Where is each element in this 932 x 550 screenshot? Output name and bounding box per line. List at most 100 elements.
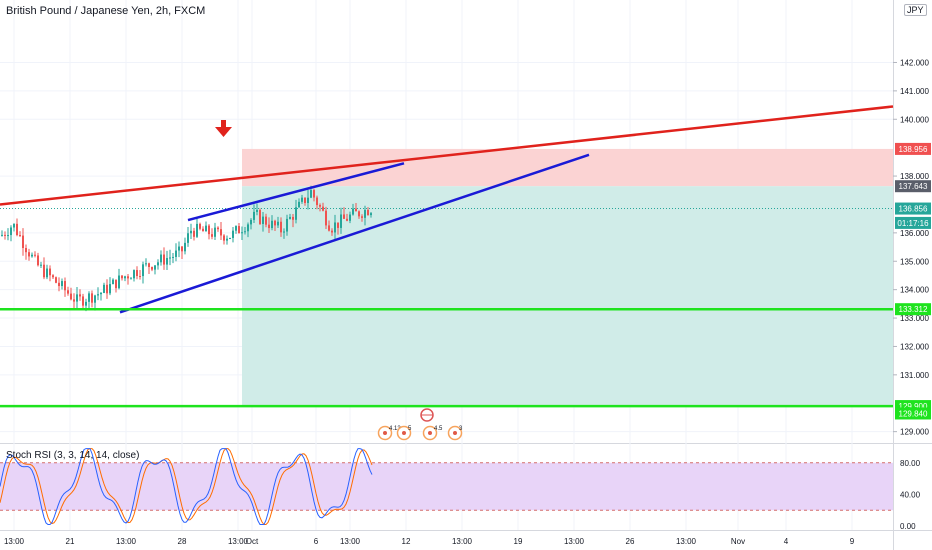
candle-body bbox=[307, 197, 309, 203]
price-tick-label: 136.000 bbox=[900, 229, 929, 238]
candle-body bbox=[268, 224, 270, 229]
candle-body bbox=[256, 210, 258, 212]
candle-body bbox=[346, 218, 348, 221]
drawings[interactable] bbox=[0, 105, 894, 408]
candle-body bbox=[241, 232, 243, 234]
candle-body bbox=[367, 209, 369, 216]
stoch-band bbox=[0, 462, 893, 511]
candle-body bbox=[259, 210, 261, 224]
candle-body bbox=[130, 278, 132, 280]
price-badge bbox=[895, 180, 931, 193]
time-tick-label: 19 bbox=[514, 537, 523, 546]
candle-body bbox=[40, 264, 42, 266]
candle-body bbox=[352, 208, 354, 215]
candle-body bbox=[364, 209, 366, 218]
candle-body bbox=[25, 248, 27, 253]
candle-body bbox=[289, 216, 291, 219]
candle-body bbox=[79, 294, 81, 297]
candle-body bbox=[277, 221, 279, 226]
time-tick-label: 6 bbox=[314, 537, 319, 546]
price-badge-label: 133.312 bbox=[899, 305, 928, 314]
candle-body bbox=[244, 231, 246, 233]
price-badge bbox=[895, 303, 931, 316]
candle-body bbox=[28, 252, 30, 257]
price-tick-label: 135.000 bbox=[900, 257, 929, 266]
candle-body bbox=[154, 265, 156, 270]
candle-body bbox=[355, 208, 357, 212]
price-tick-label: 138.000 bbox=[900, 172, 929, 181]
time-tick-label: 13:00 bbox=[340, 537, 361, 546]
time-tick-label: 21 bbox=[66, 537, 75, 546]
price-tick-label: 133.000 bbox=[900, 314, 929, 323]
candle-body bbox=[286, 218, 288, 232]
event-marker-dot bbox=[428, 431, 432, 435]
stop-loss-zone bbox=[242, 148, 893, 187]
candle-body bbox=[10, 227, 12, 236]
candle-body bbox=[70, 293, 72, 300]
price-tick-label: 134.000 bbox=[900, 286, 929, 295]
candle-body bbox=[295, 207, 297, 220]
candle-body bbox=[262, 216, 264, 224]
price-tick-label: 140.000 bbox=[900, 115, 929, 124]
candle-body bbox=[211, 234, 213, 237]
candle-body bbox=[169, 257, 171, 259]
event-markers[interactable]: 4.13 5 4.5 3 bbox=[377, 408, 464, 441]
candle-body bbox=[22, 235, 24, 249]
candle-body bbox=[121, 275, 123, 279]
symbol-title: British Pound / Japanese Yen, 2h, FXCM bbox=[6, 5, 206, 17]
price-badge-label: 129.900 bbox=[899, 402, 928, 411]
price-axis[interactable]: 142.000 141.000 140.000 138.000 136.000 135.0… bbox=[893, 58, 931, 531]
arrow-head bbox=[215, 127, 232, 137]
candle-body bbox=[1, 234, 3, 236]
candle-body bbox=[148, 263, 150, 268]
time-tick-label: 28 bbox=[178, 537, 187, 546]
candle-body bbox=[94, 295, 96, 303]
candle-body bbox=[214, 227, 216, 237]
candle-body bbox=[235, 226, 237, 231]
candle-body bbox=[202, 228, 204, 232]
time-tick-label: 13:00 bbox=[116, 537, 137, 546]
price-badge-label: 137.643 bbox=[899, 182, 928, 191]
price-badge bbox=[895, 142, 931, 155]
candle-body bbox=[253, 211, 255, 220]
candle-body bbox=[85, 301, 87, 306]
candle-body bbox=[247, 224, 249, 232]
candle-body bbox=[328, 225, 330, 231]
candle-body bbox=[229, 237, 231, 239]
candle-body bbox=[193, 230, 195, 237]
price-badge-label: 138.956 bbox=[899, 145, 928, 154]
currency-badge[interactable]: JPY bbox=[904, 4, 927, 16]
candle-body bbox=[61, 281, 63, 287]
candle-body bbox=[13, 223, 15, 228]
candle-body bbox=[340, 214, 342, 228]
stoch-tick-label: 80.00 bbox=[900, 459, 921, 468]
candle-body bbox=[127, 276, 129, 279]
candle-body bbox=[283, 231, 285, 233]
candle-body bbox=[115, 279, 117, 289]
price-badge bbox=[895, 202, 931, 215]
candle-body bbox=[37, 255, 39, 266]
candle-body bbox=[298, 201, 300, 208]
candle-body bbox=[334, 222, 336, 233]
candle-body bbox=[205, 225, 207, 232]
candle-body bbox=[220, 229, 222, 236]
candle-body bbox=[232, 230, 234, 238]
candle-body bbox=[184, 242, 186, 252]
time-tick-label: 9 bbox=[850, 537, 855, 546]
stoch-k-line bbox=[0, 448, 373, 525]
candle-body bbox=[238, 226, 240, 234]
stoch-d-line bbox=[0, 448, 373, 525]
price-tick-label: 142.000 bbox=[900, 58, 929, 67]
price-badge-label: 01:17:16 bbox=[897, 219, 929, 228]
candle-body bbox=[316, 197, 318, 206]
candle-body bbox=[52, 275, 54, 278]
price-badge-label: 136.856 bbox=[899, 205, 928, 214]
event-marker-dot bbox=[383, 431, 387, 435]
candle-body bbox=[187, 233, 189, 243]
candle-body bbox=[160, 254, 162, 263]
event-marker-dot bbox=[402, 431, 406, 435]
candle-body bbox=[265, 216, 267, 225]
price-tick-label: 141.000 bbox=[900, 87, 929, 96]
